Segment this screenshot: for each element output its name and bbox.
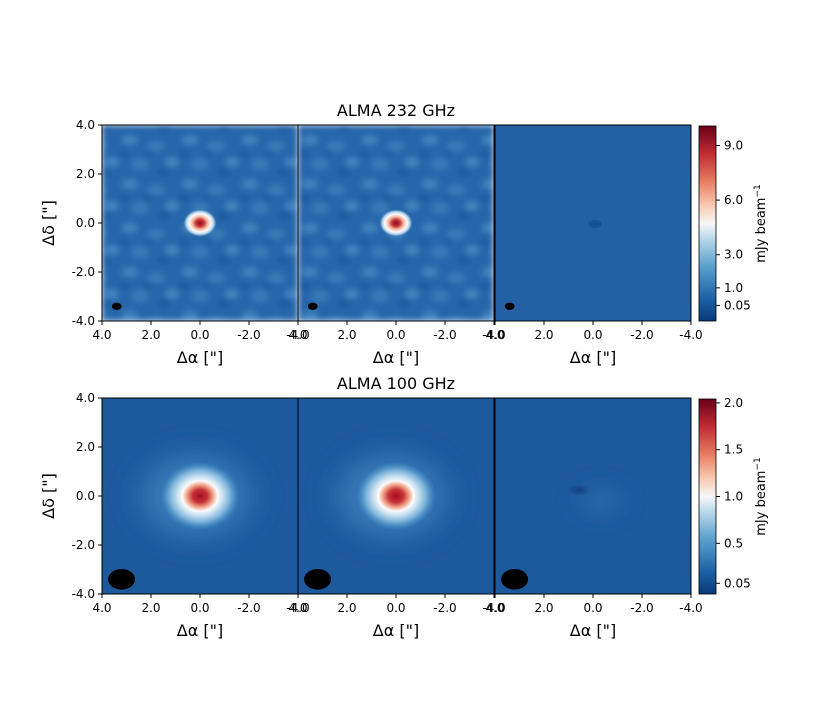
- colorbar-tick-label: 0.05: [724, 576, 751, 590]
- x-tick-label: -4.0: [286, 601, 309, 615]
- x-tick-label: -4.0: [482, 601, 505, 615]
- residual-feature: [567, 484, 591, 496]
- y-tick-label: -2.0: [72, 265, 95, 279]
- chart-title: ALMA 100 GHz: [337, 374, 455, 393]
- colorbar-tick-label: 9.0: [724, 139, 743, 153]
- colorbar-tick-label: 2.0: [724, 396, 743, 410]
- image-panel: [102, 398, 298, 594]
- colorbar-tick-label: 1.0: [724, 281, 743, 295]
- colorbar-tick-label: 0.05: [724, 298, 751, 312]
- x-tick-label: -2.0: [630, 328, 653, 342]
- x-tick-label: 0.0: [583, 601, 602, 615]
- y-tick-label: 2.0: [76, 167, 95, 181]
- beam-ellipse: [501, 569, 529, 590]
- y-tick-label: 0.0: [76, 489, 95, 503]
- y-tick-label: 2.0: [76, 440, 95, 454]
- x-tick-label: 4.0: [485, 601, 504, 615]
- x-tick-label: 4.0: [288, 328, 307, 342]
- x-tick-label: 2.0: [141, 601, 160, 615]
- x-tick-label: -4.0: [679, 328, 702, 342]
- x-tick-label: -2.0: [433, 328, 456, 342]
- x-tick-label: 0.0: [583, 328, 602, 342]
- residual-feature: [563, 475, 639, 527]
- beam-ellipse: [307, 302, 318, 310]
- x-tick-label: -2.0: [237, 601, 260, 615]
- y-axis-label: Δδ ["]: [39, 473, 58, 519]
- source-emission: [354, 460, 438, 532]
- x-tick-label: 4.0: [92, 601, 111, 615]
- beam-ellipse: [304, 569, 332, 590]
- x-tick-label: -4.0: [286, 328, 309, 342]
- colorbar-100ghz: 2.0 1.5 1.0 0.5 0.05 mJy beam−1: [698, 396, 769, 595]
- beam-ellipse: [111, 302, 122, 310]
- x-tick-label: 4.0: [288, 601, 307, 615]
- image-panel: [495, 398, 691, 594]
- y-tick-label: 0.0: [76, 216, 95, 230]
- colorbar-232ghz: 9.0 6.0 3.0 1.0 0.05 mJy beam−1: [698, 125, 769, 322]
- source-emission: [379, 209, 413, 237]
- x-tick-label: 2.0: [337, 601, 356, 615]
- x-axis-label: Δα ["]: [177, 348, 223, 367]
- source-emission: [183, 209, 217, 237]
- x-tick-label: 2.0: [534, 601, 553, 615]
- beam-ellipse: [108, 569, 136, 590]
- y-tick-label: -4.0: [72, 314, 95, 328]
- x-tick-label: -2.0: [433, 601, 456, 615]
- x-axis-label: Δα ["]: [570, 348, 616, 367]
- x-axis-label: Δα ["]: [373, 621, 419, 640]
- x-axis-label: Δα ["]: [570, 621, 616, 640]
- x-tick-label: 0.0: [386, 601, 405, 615]
- y-tick-label: 4.0: [76, 391, 95, 405]
- x-axis-label: Δα ["]: [177, 621, 223, 640]
- beam-ellipse: [504, 302, 515, 310]
- x-axis-label: Δα ["]: [373, 348, 419, 367]
- colorbar-tick-label: 1.0: [724, 490, 743, 504]
- x-tick-label: 2.0: [534, 328, 553, 342]
- x-tick-label: 2.0: [141, 328, 160, 342]
- y-tick-label: -4.0: [72, 587, 95, 601]
- image-panel: [298, 125, 494, 321]
- residual-feature: [588, 220, 602, 228]
- y-axis-label: Δδ ["]: [39, 200, 58, 246]
- x-tick-label: 4.0: [92, 328, 111, 342]
- x-tick-label: 4.0: [485, 328, 504, 342]
- image-panel: [298, 398, 494, 594]
- y-tick-label: 4.0: [76, 118, 95, 132]
- chart-title: ALMA 232 GHz: [337, 101, 455, 120]
- colorbar-tick-label: 0.5: [724, 536, 743, 550]
- colorbar-tick-label: 3.0: [724, 248, 743, 262]
- y-tick-label: -2.0: [72, 538, 95, 552]
- x-tick-label: -4.0: [679, 601, 702, 615]
- image-panel: [102, 125, 298, 321]
- colorbar-tick-label: 6.0: [724, 193, 743, 207]
- x-tick-label: 0.0: [386, 328, 405, 342]
- colorbar-label: mJy beam−1: [753, 184, 769, 262]
- row-232ghz: 4.0 2.0 0.0 -2.0 -4.0 Δα ["] 4.0 2.0 0.0 -2.0 -4.0…: [39, 118, 703, 367]
- colorbar-tick-label: 1.5: [724, 443, 743, 457]
- source-emission: [158, 460, 242, 532]
- x-tick-label: 0.0: [190, 328, 209, 342]
- x-tick-label: -4.0: [482, 328, 505, 342]
- x-tick-label: 0.0: [190, 601, 209, 615]
- x-tick-label: -2.0: [630, 601, 653, 615]
- x-tick-label: 2.0: [337, 328, 356, 342]
- colorbar-label: mJy beam−1: [753, 457, 769, 535]
- x-tick-label: -2.0: [237, 328, 260, 342]
- image-panel: [495, 125, 691, 321]
- row-100ghz: 4.0 2.0 0.0 -2.0 -4.0 Δα ["] 4.0 2.0 0.0 -2.0 -4.0…: [39, 391, 703, 640]
